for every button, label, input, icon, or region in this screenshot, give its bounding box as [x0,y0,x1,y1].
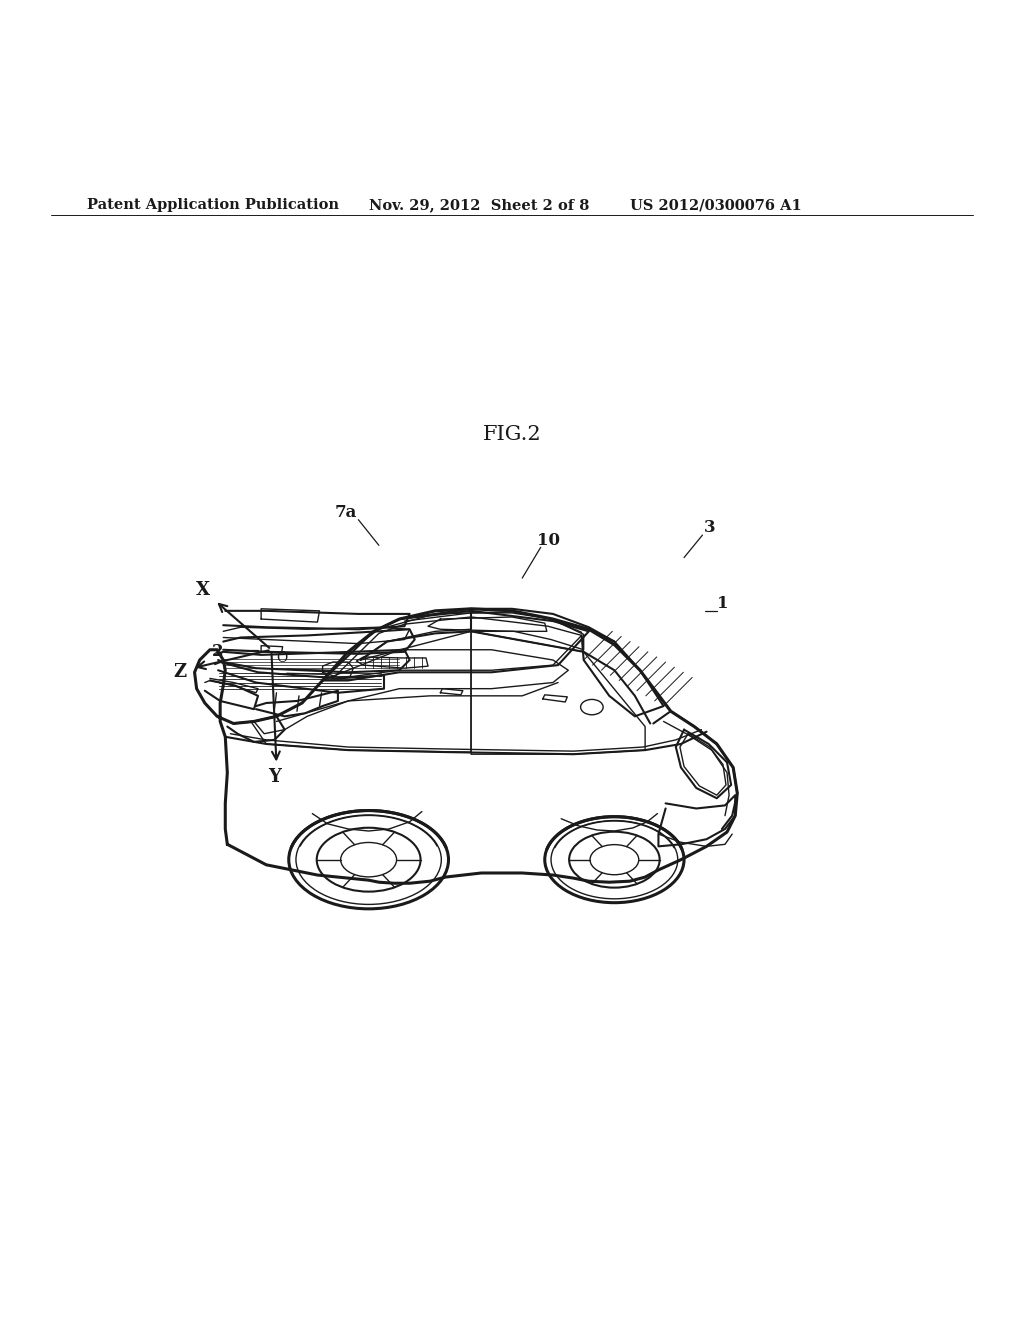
Text: FIG.2: FIG.2 [482,425,542,445]
Text: Y: Y [268,768,281,785]
Text: 3: 3 [703,519,716,536]
Text: 2: 2 [212,643,224,660]
Text: 10: 10 [538,532,560,549]
Text: Nov. 29, 2012  Sheet 2 of 8: Nov. 29, 2012 Sheet 2 of 8 [369,198,589,213]
Text: X: X [196,581,210,599]
Text: 7a: 7a [335,504,357,521]
Text: O: O [276,651,288,665]
Text: 1: 1 [717,595,729,612]
Text: Z: Z [174,663,186,681]
Text: US 2012/0300076 A1: US 2012/0300076 A1 [630,198,802,213]
Text: Patent Application Publication: Patent Application Publication [87,198,339,213]
